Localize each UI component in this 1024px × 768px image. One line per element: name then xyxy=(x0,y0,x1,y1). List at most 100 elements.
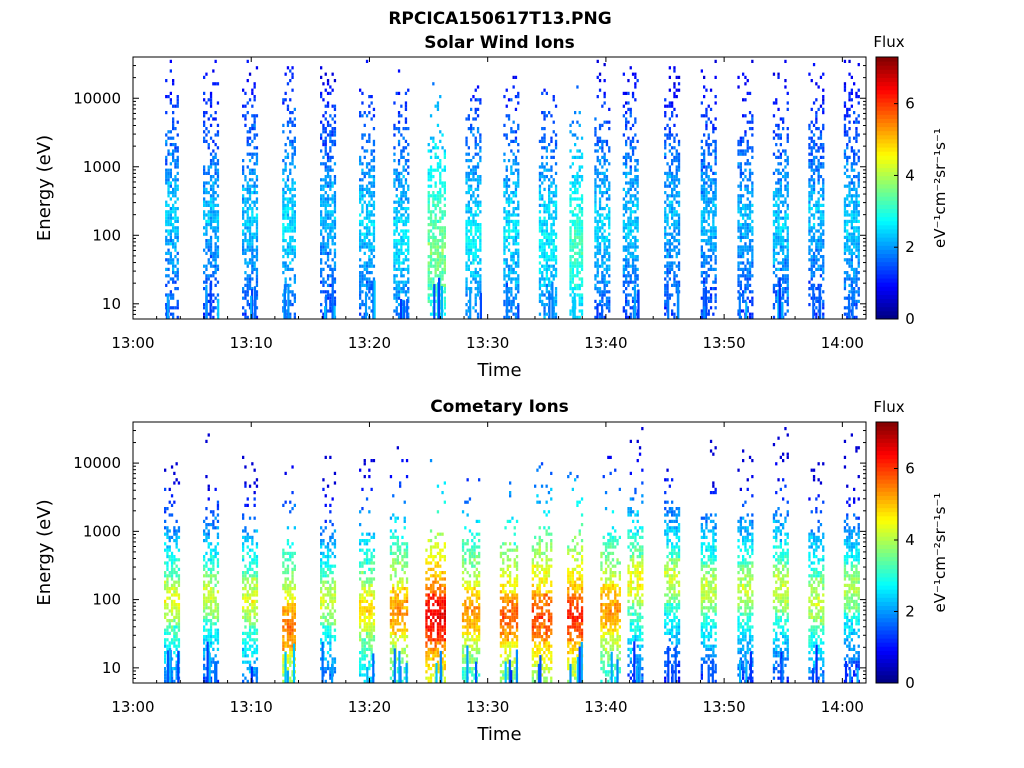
flux-cell xyxy=(601,296,604,300)
flux-cell xyxy=(777,251,780,255)
flux-cell xyxy=(368,283,371,287)
flux-cell xyxy=(372,159,376,163)
flux-cell xyxy=(216,226,220,230)
flux-cell xyxy=(172,155,175,159)
flux-cell xyxy=(514,283,518,287)
flux-cell xyxy=(251,152,254,156)
flux-cell xyxy=(432,168,435,172)
flux-cell xyxy=(810,162,813,166)
flux-cell xyxy=(472,127,475,131)
flux-cell xyxy=(242,213,245,217)
flux-cell xyxy=(541,136,544,140)
flux-cell xyxy=(677,283,680,319)
flux-cell xyxy=(543,219,546,223)
flux-cell xyxy=(636,203,639,207)
flux-cell xyxy=(291,146,294,150)
flux-cell xyxy=(397,178,401,182)
flux-cell xyxy=(598,219,602,223)
flux-cell xyxy=(507,271,511,275)
flux-cell xyxy=(538,239,542,243)
flux-cell xyxy=(671,267,674,271)
flux-cell xyxy=(333,290,337,294)
flux-cell xyxy=(554,146,558,150)
flux-cell xyxy=(324,216,327,220)
flux-cell xyxy=(705,229,708,233)
flux-cell xyxy=(368,245,371,249)
flux-cell xyxy=(255,213,259,217)
flux-cell xyxy=(571,267,574,271)
flux-cell xyxy=(244,178,247,182)
flux-cell xyxy=(479,223,482,227)
flux-cell xyxy=(436,242,440,246)
flux-cell xyxy=(737,248,740,252)
flux-cell xyxy=(855,267,858,271)
flux-cell xyxy=(517,181,520,185)
flux-cell xyxy=(857,235,860,239)
flux-cell xyxy=(596,229,599,233)
flux-cell xyxy=(782,175,785,179)
flux-cell xyxy=(248,283,252,287)
flux-cell xyxy=(434,261,437,265)
flux-cell xyxy=(703,149,706,153)
flux-cell xyxy=(705,277,708,281)
flux-cell xyxy=(395,309,398,313)
flux-cell xyxy=(331,117,334,121)
flux-cell xyxy=(395,287,398,291)
flux-cell xyxy=(596,271,599,275)
flux-cell xyxy=(541,239,544,243)
flux-cell xyxy=(207,245,210,249)
flux-cell xyxy=(846,219,849,223)
flux-cell xyxy=(365,242,369,246)
flux-cell xyxy=(329,91,332,95)
flux-cell xyxy=(677,226,681,230)
flux-cell xyxy=(432,232,435,236)
flux-cell xyxy=(476,271,480,275)
flux-cell xyxy=(207,242,210,246)
flux-cell xyxy=(402,232,405,236)
flux-cell xyxy=(203,120,206,124)
flux-cell xyxy=(598,287,602,291)
flux-cell xyxy=(517,101,520,105)
flux-cell xyxy=(603,95,606,99)
flux-cell xyxy=(817,178,820,182)
flux-cell xyxy=(580,178,584,182)
flux-cell xyxy=(214,181,217,185)
flux-cell xyxy=(548,283,551,287)
flux-cell xyxy=(476,203,480,207)
flux-cell xyxy=(629,197,632,201)
flux-cell xyxy=(808,207,811,211)
flux-cell xyxy=(634,255,637,259)
flux-cell xyxy=(251,91,254,95)
flux-cell xyxy=(608,306,611,310)
flux-cell xyxy=(214,216,217,220)
flux-cell xyxy=(705,203,708,207)
flux-cell xyxy=(580,251,584,255)
flux-cell xyxy=(248,229,252,233)
flux-cell xyxy=(603,267,606,271)
flux-cell xyxy=(675,194,678,198)
flux-cell xyxy=(333,261,337,265)
flux-cell xyxy=(673,235,676,239)
flux-cell xyxy=(775,203,778,207)
flux-cell xyxy=(848,258,851,262)
flux-cell xyxy=(370,223,373,227)
flux-cell xyxy=(812,146,816,150)
flux-cell xyxy=(212,187,215,191)
flux-cell xyxy=(545,155,548,159)
flux-cell xyxy=(320,245,323,249)
flux-cell xyxy=(737,226,740,230)
flux-cell xyxy=(174,191,177,195)
flux-cell xyxy=(739,245,742,249)
flux-cell xyxy=(748,229,752,233)
flux-cell xyxy=(203,165,206,169)
flux-cell xyxy=(779,194,782,198)
flux-cell xyxy=(169,306,172,310)
flux-cell xyxy=(322,216,325,220)
flux-cell xyxy=(705,274,708,278)
flux-cell xyxy=(703,191,706,195)
flux-cell xyxy=(671,194,674,198)
flux-cell xyxy=(848,239,851,243)
flux-cell xyxy=(712,127,715,131)
flux-cell xyxy=(822,219,825,223)
flux-cell xyxy=(400,178,403,182)
